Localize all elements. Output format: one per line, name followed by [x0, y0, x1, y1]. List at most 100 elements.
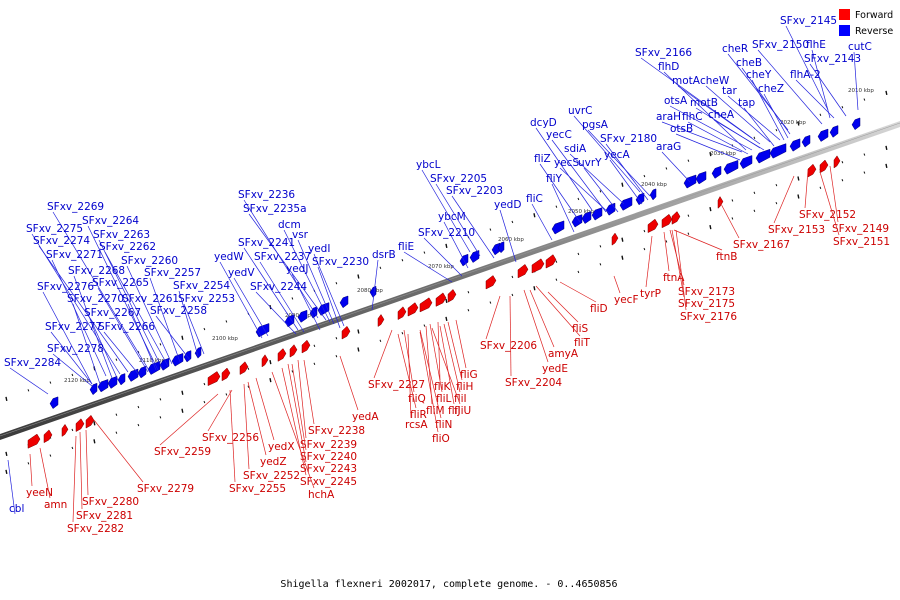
leader-line — [431, 327, 461, 405]
reverse-gene-label: cheZ — [758, 83, 784, 95]
forward-gene-arrow — [289, 344, 298, 358]
reverse-gene-arrow — [801, 134, 811, 148]
forward-gene-arrow — [85, 414, 95, 429]
reverse-gene-label: SFxv_2145 — [780, 15, 837, 27]
forward-gene-arrow — [61, 423, 69, 437]
kbp-tick-label: 2050 kbp — [568, 209, 594, 215]
forward-gene-label: fliI — [454, 393, 467, 405]
forward-gene-arrow — [611, 232, 619, 246]
kbp-tick-label: 2090 kbp — [285, 313, 311, 319]
forward-gene-label: fliS — [572, 323, 589, 335]
leader-line — [243, 383, 250, 470]
tick-mark — [841, 178, 844, 182]
tick-mark — [71, 428, 74, 432]
forward-gene-arrow — [377, 314, 385, 328]
reverse-gene-arrow — [711, 165, 722, 179]
forward-gene-label: yedE — [542, 363, 568, 375]
reverse-gene-label: araH — [656, 111, 681, 123]
kbp-tick-label: 2060 kbp — [498, 237, 524, 243]
reverse-gene-arrow — [581, 211, 592, 224]
reverse-gene-label: SFxv_2237 — [254, 251, 311, 263]
tick-mark — [313, 344, 316, 347]
tick-mark — [687, 232, 690, 235]
tick-mark — [863, 171, 866, 174]
leader-line — [661, 121, 743, 153]
leader-line — [673, 229, 723, 251]
reverse-gene-label: yecC — [546, 129, 572, 141]
reverse-gene-label: yedW — [214, 251, 244, 263]
reverse-gene-label: SFxv_2230 — [312, 256, 369, 268]
leader-line — [403, 251, 453, 283]
reverse-gene-arrow — [635, 192, 645, 206]
reverse-gene-arrow — [194, 346, 202, 359]
tick-mark — [797, 121, 800, 126]
forward-gene-label: yedX — [268, 441, 295, 453]
reverse-gene-label: SFxv_2260 — [121, 255, 178, 267]
forward-gene-label: SFxv_2239 — [300, 439, 357, 451]
tick-mark — [577, 270, 580, 274]
reverse-gene-arrow — [723, 159, 739, 175]
reverse-gene-label: SFxv_2205 — [430, 173, 487, 185]
leader-line — [551, 183, 575, 233]
leader-line — [233, 277, 269, 337]
reverse-gene-arrow — [49, 396, 59, 409]
legend: Forward Reverse — [839, 9, 893, 37]
reverse-gene-arrow — [649, 188, 657, 201]
forward-gene-arrow — [647, 218, 659, 234]
forward-gene-label: yedZ — [260, 456, 287, 468]
tick-mark — [159, 398, 162, 401]
tick-mark — [5, 451, 8, 457]
leader-line — [97, 287, 149, 373]
leader-line — [669, 105, 753, 151]
leader-line — [757, 49, 823, 125]
tick-mark — [181, 408, 184, 413]
leader-line — [87, 225, 159, 371]
forward-gene-label: fliN — [435, 419, 452, 431]
forward-gene-label: yedA — [352, 411, 379, 423]
reverse-gene-arrow — [605, 202, 616, 216]
kbp-tick-label: 2080 kbp — [357, 288, 383, 294]
leader-line — [149, 277, 181, 363]
leader-line — [853, 51, 859, 111]
reverse-gene-label: SFxv_2274 — [33, 235, 90, 247]
tick-mark — [401, 332, 404, 335]
reverse-gene-arrow — [309, 306, 318, 319]
leader-line — [569, 153, 625, 205]
leader-line — [283, 229, 331, 323]
leader-line — [93, 419, 144, 483]
genome-caption: Shigella flexneri 2002017, complete geno… — [280, 579, 617, 590]
reverse-gene-arrow — [739, 155, 753, 169]
tick-mark — [203, 400, 206, 404]
tick-mark — [313, 362, 316, 365]
leader-line — [640, 57, 753, 139]
forward-gene-label: SFxv_2279 — [137, 483, 194, 495]
leader-line — [785, 25, 829, 111]
tick-mark — [445, 298, 448, 304]
tick-mark — [577, 197, 580, 201]
leader-line — [425, 325, 433, 405]
leader-line — [751, 79, 785, 141]
leader-line — [443, 323, 461, 393]
reverse-gene-label: SFxv_2236 — [238, 189, 295, 201]
forward-gene-arrow — [419, 297, 433, 313]
tick-mark — [555, 205, 558, 208]
forward-gene-label: fliH — [456, 381, 473, 393]
forward-gene-label: SFxv_2149 — [832, 223, 889, 235]
reverse-gene-label: flhE — [806, 39, 826, 51]
leader-line — [609, 159, 643, 205]
reverse-gene-label: pgsA — [582, 119, 609, 131]
leader-line — [687, 121, 749, 155]
reverse-gene-arrow — [619, 196, 633, 211]
leader-line — [713, 119, 765, 151]
tick-mark — [885, 145, 888, 151]
forward-gene-label: SFxv_2255 — [229, 483, 286, 495]
forward-gene-label: fliT — [574, 337, 591, 349]
leader-line — [38, 245, 129, 373]
leader-line — [259, 261, 305, 333]
reverse-gene-label: cheW — [700, 75, 730, 87]
reverse-gene-label: otsB — [670, 123, 693, 135]
forward-gene-label: hchA — [308, 489, 335, 501]
forward-gene-arrow — [341, 325, 351, 340]
